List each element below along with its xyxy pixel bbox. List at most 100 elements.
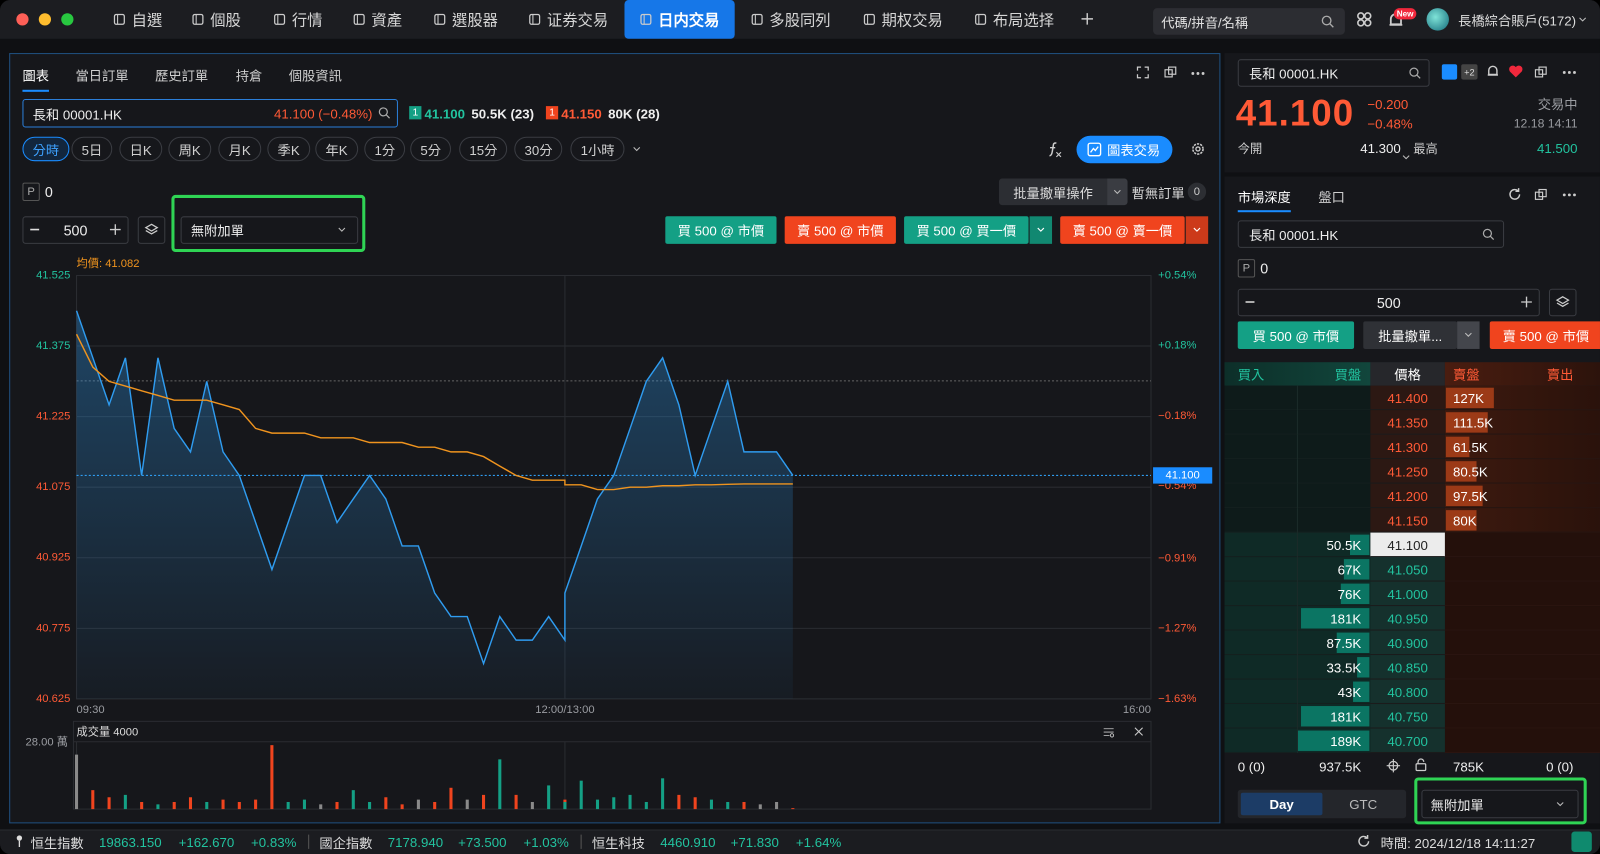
nav-tab[interactable]: 行情 [291,11,323,30]
period-pill[interactable]: 周K [168,136,211,162]
period-pill[interactable]: 年K [315,136,358,162]
panel-tab[interactable]: 當日訂單 [75,67,129,84]
depth-locate[interactable] [1386,758,1401,773]
attach-dropdown[interactable]: 無附加單 [180,216,359,244]
depth-tab[interactable]: 市場深度 [1237,189,1291,205]
window-button[interactable] [38,13,52,26]
period-pill[interactable]: 1分 [364,136,406,162]
period-pill[interactable]: 5日 [71,136,113,162]
nav-tab[interactable]: 证券交易 [546,11,609,30]
status-refresh[interactable] [1356,834,1371,849]
order-button[interactable]: 賣 500 @ 賣一價 [1060,216,1185,244]
nav-tab[interactable]: 日内交易 [658,11,720,30]
depth-price[interactable]: 41.050 [1387,561,1428,577]
depth-price[interactable]: 41.200 [1387,488,1428,504]
quote-search[interactable]: 長和 00001.HK [1237,59,1430,87]
depth-lock[interactable] [1413,757,1428,772]
status-link[interactable] [1571,831,1592,852]
depth-quantity[interactable]: 500 [1376,294,1401,311]
depth-price[interactable]: 40.800 [1387,684,1428,700]
quote-expand[interactable] [1400,151,1412,163]
quote-search-icon[interactable] [1408,66,1421,79]
panel-tab[interactable]: 個股資訊 [288,67,342,84]
quote-more[interactable] [1561,64,1577,80]
panel-tab[interactable]: 圖表 [22,67,49,84]
depth-price[interactable]: 41.400 [1387,390,1428,406]
nav-tab[interactable]: 布局选择 [992,11,1055,30]
search-icon[interactable] [1320,14,1334,28]
depth-price[interactable]: 40.950 [1387,610,1428,626]
depth-refresh[interactable] [1507,187,1522,202]
window-button[interactable] [61,13,74,26]
depth-price[interactable]: 41.250 [1387,463,1428,480]
depth-price[interactable]: 40.900 [1387,635,1428,651]
window-button[interactable] [16,13,29,26]
window-icon[interactable] [1163,65,1177,79]
batch-cancel-more[interactable] [1107,178,1128,206]
depth-price[interactable]: 41.150 [1387,512,1428,529]
more-icon[interactable] [1190,65,1206,81]
nav-tab[interactable]: 個股 [210,11,241,30]
panel-tab[interactable]: 持倉 [235,67,263,84]
qty-plus[interactable] [108,222,122,236]
chart-trade-btn[interactable]: 圖表交易 [1076,135,1173,164]
quote-heart[interactable] [1507,62,1524,79]
quote-window[interactable] [1534,65,1548,79]
batch-cancel[interactable]: 批量撤單操作 [998,178,1108,206]
depth-price[interactable]: 41.000 [1387,586,1428,602]
depth-price[interactable]: 41.100 [1387,537,1428,553]
quote-bell[interactable] [1485,63,1501,79]
nav-tab[interactable]: 期权交易 [881,11,943,30]
period-pill[interactable]: 季K [267,136,310,162]
tif-option[interactable]: Day [1269,796,1294,812]
account-chevron[interactable] [1577,13,1589,25]
period-pill[interactable]: 30分 [514,136,563,162]
nav-tab[interactable]: 資產 [371,11,403,30]
avatar[interactable] [1426,8,1449,31]
account[interactable]: 長橋綜合賬戶(5172) [1458,12,1577,29]
search-box[interactable]: 代碼/拼音/名稱 [1153,8,1345,35]
depth-attach[interactable]: 無附加單 [1421,789,1579,819]
settings-icon[interactable] [1190,141,1206,157]
depth-price[interactable]: 40.750 [1387,708,1428,724]
depth-button[interactable]: 賣 500 @ 市價 [1489,321,1600,349]
depth-symbol[interactable]: 長和 00001.HK [1237,220,1505,248]
period-pill[interactable]: 15分 [459,136,508,162]
period-pill[interactable]: 5分 [410,136,452,162]
depth-price[interactable]: 41.300 [1387,439,1428,455]
add-tab[interactable] [1080,11,1095,26]
depth-price[interactable]: 40.850 [1387,659,1428,675]
depth-qty-minus[interactable] [1243,295,1257,309]
nav-tab[interactable]: 選股器 [452,11,498,30]
order-button-more[interactable] [1029,216,1053,244]
depth-tab[interactable]: 盤口 [1318,189,1345,205]
depth-cancel-more[interactable] [1457,321,1480,349]
symbol-search[interactable] [378,106,391,119]
order-button[interactable]: 買 500 @ 買一價 [904,216,1029,244]
depth-layers[interactable] [1548,288,1577,317]
qty-minus[interactable] [28,222,42,236]
depth-more[interactable] [1561,187,1577,203]
depth-price[interactable]: 41.350 [1387,414,1428,431]
nav-tab[interactable]: 多股同列 [769,11,831,30]
depth-price[interactable]: 40.700 [1387,733,1428,749]
period-pill[interactable]: 分時 [22,136,70,162]
apps-icon[interactable] [1355,10,1373,28]
depth-qty-plus[interactable] [1519,295,1533,309]
indicator-icon[interactable] [1045,141,1063,159]
tif-option[interactable]: GTC [1349,796,1378,812]
period-pill[interactable]: 日K [119,136,162,162]
fullscreen-icon[interactable] [1136,65,1150,79]
depth-button[interactable]: 買 500 @ 市價 [1237,321,1355,349]
quantity[interactable]: 500 [63,221,88,239]
volume-settings[interactable] [1102,725,1115,738]
order-button-more[interactable] [1185,216,1209,244]
depth-symbol-search[interactable] [1482,228,1495,241]
quote-flag[interactable] [1441,64,1458,80]
panel-tab[interactable]: 歷史訂單 [155,67,209,84]
depth-button[interactable]: 批量撤單... [1363,321,1458,349]
volume-close[interactable] [1133,725,1145,737]
order-button[interactable]: 買 500 @ 市價 [665,216,777,244]
depth-window[interactable] [1534,188,1548,202]
layers-btn[interactable] [137,216,166,244]
